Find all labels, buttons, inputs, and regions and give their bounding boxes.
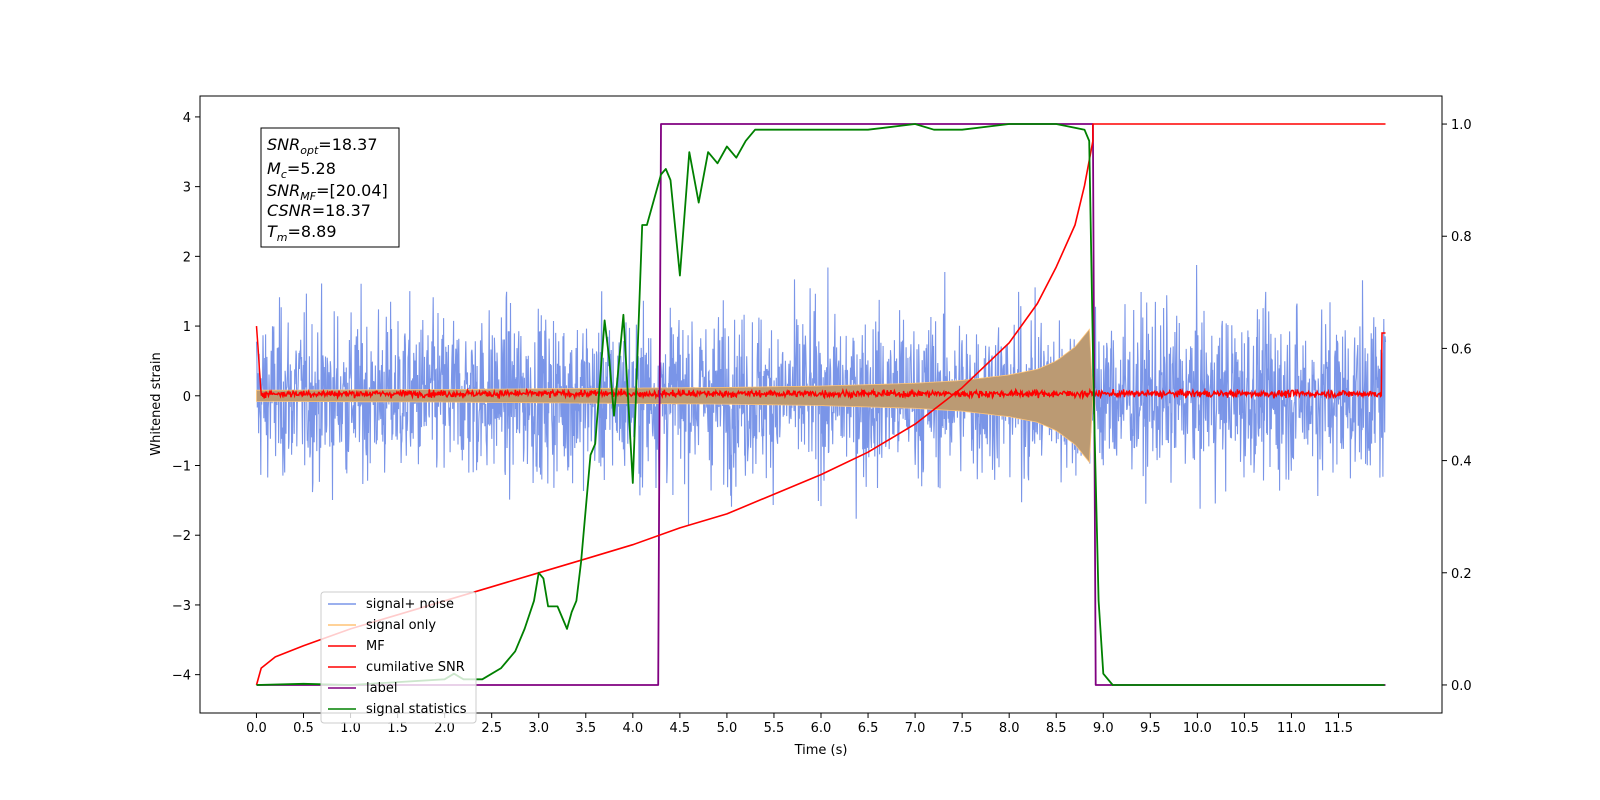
series-signal-statistics: [256, 123, 1385, 686]
x-tick-label: 9.5: [1140, 721, 1161, 736]
legend-label-signal-stats: signal statistics: [366, 702, 467, 717]
legend: signal+ noise signal only MF cumilative …: [320, 591, 477, 724]
legend-label-mf: MF: [366, 639, 385, 654]
legend-label-signal-only: signal only: [366, 618, 436, 633]
x-tick-label: 9.0: [1093, 721, 1114, 736]
y-right-tick-label: 0.6: [1451, 342, 1472, 357]
y-right-axis-ticks: 0.0 0.2 0.4 0.6 0.8 1.0: [1442, 118, 1472, 694]
y-left-tick-label: 4: [183, 111, 191, 126]
y-right-tick-label: 0.8: [1451, 230, 1472, 245]
x-tick-label: 2.0: [434, 721, 455, 736]
legend-label-cum-snr: cumilative SNR: [366, 660, 465, 675]
x-tick-label: 8.0: [999, 721, 1020, 736]
info-box: SNRopt=18.37 Mc=5.28 SNRMF=[20.04] CSNR=…: [260, 127, 400, 248]
x-tick-label: 2.5: [481, 721, 502, 736]
y-left-axis-ticks: −4 −3 −2 −1 0 1 2 3 4: [172, 111, 200, 684]
x-tick-label: 8.5: [1046, 721, 1067, 736]
series-signal-noise: [255, 264, 1387, 525]
x-tick-label: 4.5: [670, 721, 691, 736]
y-left-tick-label: −2: [172, 529, 191, 544]
x-tick-label: 7.0: [905, 721, 926, 736]
x-tick-label: 5.5: [764, 721, 785, 736]
x-tick-label: 11.5: [1324, 721, 1353, 736]
x-axis-ticks: 0.0 0.5 1.0 1.5 2.0 2.5 3.0 3.5 4.0 4.5 5.0 5.5 6.0 6…: [246, 713, 1353, 736]
info-mc: Mc=5.28: [267, 159, 336, 181]
x-tick-label: 1.0: [340, 721, 361, 736]
y-left-tick-label: −4: [172, 669, 191, 684]
series-mf: [255, 326, 1386, 401]
x-tick-label: 4.0: [622, 721, 643, 736]
legend-label-label: label: [366, 681, 397, 696]
y-left-tick-label: 2: [183, 250, 191, 265]
y-left-tick-label: 3: [183, 181, 191, 196]
y-axis-label: Whitened strain: [149, 352, 164, 455]
y-right-tick-label: 0.0: [1451, 679, 1472, 694]
info-snr-mf: SNRMF=[20.04]: [267, 181, 388, 203]
y-right-tick-label: 1.0: [1451, 118, 1472, 133]
x-tick-label: 0.5: [293, 721, 314, 736]
y-left-tick-label: 1: [183, 320, 191, 335]
x-tick-label: 5.0: [717, 721, 738, 736]
y-left-tick-label: −3: [172, 599, 191, 614]
y-right-tick-label: 0.4: [1451, 455, 1472, 470]
x-axis-label: Time (s): [794, 743, 848, 758]
x-tick-label: 7.5: [952, 721, 973, 736]
info-box-frame: [260, 127, 400, 248]
info-snr-opt: SNRopt=18.37: [267, 135, 378, 157]
x-tick-label: 10.5: [1230, 721, 1259, 736]
legend-label-signal-noise: signal+ noise: [366, 597, 454, 612]
x-tick-label: 0.0: [246, 721, 267, 736]
y-right-tick-label: 0.2: [1451, 567, 1472, 582]
y-left-tick-label: −1: [172, 460, 191, 475]
x-tick-label: 6.5: [858, 721, 879, 736]
x-tick-label: 3.0: [528, 721, 549, 736]
y-left-tick-label: 0: [183, 390, 191, 405]
plot-series: [255, 123, 1387, 686]
info-csnr: CSNR=18.37: [267, 201, 371, 220]
x-tick-label: 10.0: [1183, 721, 1212, 736]
x-tick-label: 11.0: [1277, 721, 1306, 736]
x-tick-label: 1.5: [387, 721, 408, 736]
info-tm: Tm=8.89: [267, 222, 337, 244]
x-tick-label: 3.5: [575, 721, 596, 736]
legend-frame: [320, 591, 477, 724]
x-tick-label: 6.0: [811, 721, 832, 736]
